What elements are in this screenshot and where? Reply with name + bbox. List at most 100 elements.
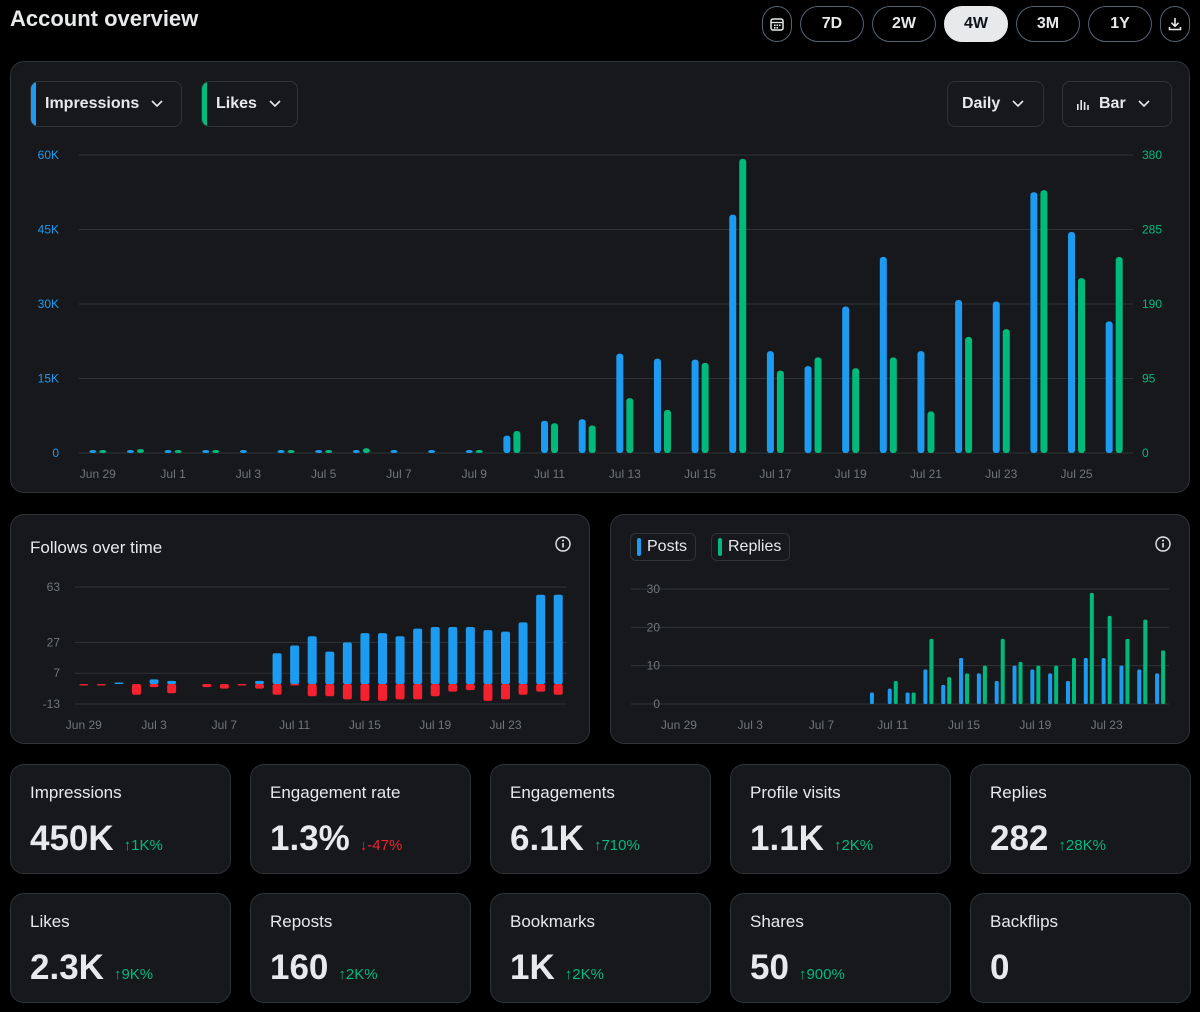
metric2-select[interactable]: Likes bbox=[201, 81, 298, 127]
stat-card-engagement-rate[interactable]: Engagement rate 1.3% ↓-47% bbox=[250, 764, 471, 874]
posts-bar bbox=[1012, 665, 1017, 704]
y-tick: 20 bbox=[647, 620, 661, 634]
likes-bar bbox=[701, 362, 709, 453]
impressions-bar bbox=[842, 306, 850, 453]
impressions-bar bbox=[766, 351, 774, 453]
replies-bar bbox=[893, 681, 898, 704]
stat-value-row: 1K ↑2K% bbox=[510, 948, 604, 988]
stat-card-impressions[interactable]: Impressions 450K ↑1K% bbox=[10, 764, 231, 874]
stat-value: 1.1K bbox=[750, 819, 824, 858]
likes-bar bbox=[475, 450, 483, 453]
unfollows-bar bbox=[307, 683, 317, 697]
likes-bar bbox=[1040, 190, 1048, 453]
interval-select[interactable]: Daily bbox=[947, 81, 1044, 127]
follows-bar bbox=[342, 642, 352, 684]
posts-bar bbox=[869, 692, 874, 704]
impressions-bar bbox=[126, 450, 134, 453]
unfollows-bar bbox=[518, 683, 528, 695]
likes-bar bbox=[362, 448, 370, 453]
unfollows-bar bbox=[96, 683, 106, 686]
replies-bar bbox=[1018, 661, 1023, 704]
arrow-down-icon: ↓ bbox=[359, 837, 368, 854]
follows-bar bbox=[360, 633, 370, 684]
stat-card-replies[interactable]: Replies 282 ↑28K% bbox=[970, 764, 1191, 874]
y-tick-right: 285 bbox=[1142, 223, 1162, 237]
y-tick-left: 15K bbox=[38, 372, 59, 386]
main-chart-card: Impressions Likes Daily Bar 0 0 15K 95 30K 19… bbox=[10, 61, 1190, 493]
calendar-button[interactable] bbox=[762, 6, 792, 42]
unfollows-bar bbox=[325, 683, 335, 697]
x-tick-label: Jul 5 bbox=[311, 467, 337, 481]
impressions-bar bbox=[1030, 192, 1038, 453]
stat-card-bookmarks[interactable]: Bookmarks 1K ↑2K% bbox=[490, 893, 711, 1003]
info-icon[interactable] bbox=[1154, 535, 1172, 553]
impressions-bar bbox=[541, 420, 549, 453]
unfollows-bar bbox=[342, 683, 352, 700]
replies-bar bbox=[1089, 592, 1094, 704]
follows-bar bbox=[448, 627, 458, 684]
impressions-bar bbox=[616, 353, 624, 453]
unfollows-bar bbox=[483, 683, 493, 701]
stat-card-shares[interactable]: Shares 50 ↑900% bbox=[730, 893, 951, 1003]
x-tick-label: Jun 29 bbox=[66, 718, 102, 732]
unfollows-bar bbox=[255, 683, 264, 689]
stat-delta: ↑900% bbox=[799, 966, 845, 983]
x-tick-label: Jul 23 bbox=[985, 467, 1017, 481]
stat-card-profile-visits[interactable]: Profile visits 1.1K ↑2K% bbox=[730, 764, 951, 874]
stat-delta: ↓-47% bbox=[360, 837, 403, 854]
x-tick-label: Jul 11 bbox=[279, 718, 310, 732]
posts-bar bbox=[1101, 658, 1106, 704]
stat-card-reposts[interactable]: Reposts 160 ↑2K% bbox=[250, 893, 471, 1003]
stat-value-row: 160 ↑2K% bbox=[270, 948, 378, 988]
stat-card-likes[interactable]: Likes 2.3K ↑9K% bbox=[10, 893, 231, 1003]
likes-bar bbox=[852, 368, 860, 453]
range-1y-button[interactable]: 1Y bbox=[1088, 6, 1152, 42]
replies-legend-button[interactable]: Replies bbox=[711, 533, 791, 561]
y-tick-left: 30K bbox=[38, 297, 59, 311]
impressions-bar bbox=[428, 450, 436, 453]
chevron-down-icon bbox=[269, 100, 281, 108]
stat-card-engagements[interactable]: Engagements 6.1K ↑710% bbox=[490, 764, 711, 874]
posts-legend-button[interactable]: Posts bbox=[630, 533, 697, 561]
stat-label: Reposts bbox=[270, 912, 333, 931]
download-button[interactable] bbox=[1160, 6, 1190, 42]
range-2w-button[interactable]: 2W bbox=[872, 6, 936, 42]
x-tick-label: Jul 7 bbox=[386, 467, 412, 481]
info-icon[interactable] bbox=[554, 535, 572, 553]
x-tick-label: Jul 11 bbox=[877, 718, 908, 732]
range-4w-button[interactable]: 4W bbox=[944, 6, 1008, 42]
posts-bar bbox=[1155, 673, 1160, 704]
follows-bar bbox=[272, 653, 282, 684]
range-7d-button[interactable]: 7D bbox=[800, 6, 864, 42]
likes-bar bbox=[174, 450, 182, 453]
stat-delta: ↑2K% bbox=[565, 966, 604, 983]
x-tick-label: Jul 19 bbox=[419, 718, 451, 732]
follows-bar bbox=[465, 627, 475, 684]
impressions-bar bbox=[164, 450, 172, 453]
likes-bar bbox=[927, 411, 935, 453]
x-tick-label: Jun 29 bbox=[80, 467, 116, 481]
stat-card-backflips[interactable]: Backflips 0 bbox=[970, 893, 1191, 1003]
range-toolbar: 7D 2W 4W 3M 1Y bbox=[762, 6, 1190, 42]
follows-bar bbox=[501, 631, 510, 684]
stat-label: Impressions bbox=[30, 783, 122, 802]
metric1-select[interactable]: Impressions bbox=[30, 81, 182, 127]
x-tick-label: Jul 17 bbox=[759, 467, 791, 481]
unfollows-bar bbox=[132, 683, 141, 695]
follows-bar bbox=[290, 645, 300, 684]
replies-bar bbox=[1125, 638, 1130, 704]
follows-card: Follows over time -13 7 27 63 Jun 29 Jul 3 Jul… bbox=[10, 514, 590, 744]
likes-bar bbox=[287, 450, 295, 453]
follows-bar bbox=[553, 594, 563, 684]
stat-label: Shares bbox=[750, 912, 804, 931]
replies-bar bbox=[1161, 650, 1166, 704]
replies-bar bbox=[1071, 658, 1076, 704]
unfollows-bar bbox=[501, 683, 510, 700]
range-3m-button[interactable]: 3M bbox=[1016, 6, 1080, 42]
likes-bar bbox=[889, 357, 897, 453]
likes-bar bbox=[99, 450, 107, 453]
calendar-icon bbox=[770, 18, 784, 31]
page-title: Account overview bbox=[10, 6, 199, 31]
chart-type-select[interactable]: Bar bbox=[1062, 81, 1172, 127]
y-tick-right: 95 bbox=[1142, 372, 1156, 386]
